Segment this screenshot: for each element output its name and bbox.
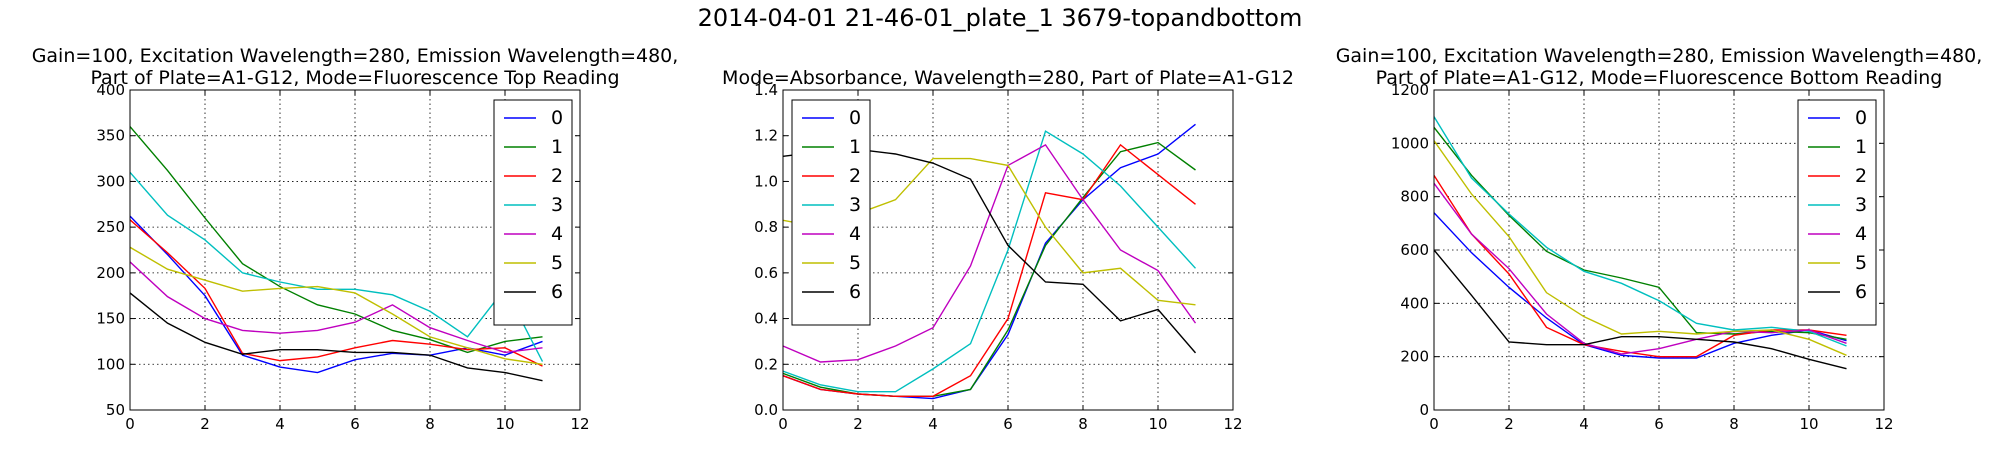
legend-label-2: 2 [551, 165, 563, 187]
series-line-1 [1434, 126, 1847, 341]
y-tick-label: 300 [96, 172, 125, 190]
series-line-6 [130, 292, 543, 382]
y-tick-label: 400 [1400, 294, 1429, 312]
axes-frame [1433, 89, 1885, 411]
x-tick-label: 6 [350, 415, 360, 433]
x-tick-label: 0 [125, 415, 135, 433]
x-tick-label: 4 [1579, 415, 1589, 433]
series-line-3 [783, 130, 1197, 393]
legend-label-4: 4 [1855, 223, 1867, 245]
y-tick-label: 600 [1400, 241, 1429, 259]
x-tick-label: 4 [928, 415, 938, 433]
legend-label-6: 6 [551, 281, 563, 303]
x-tick-label: 10 [1799, 415, 1818, 433]
x-tick-label: 12 [1223, 415, 1242, 433]
legend: 0 1 2 3 4 5 6 [1797, 99, 1877, 326]
legend-label-3: 3 [551, 194, 563, 216]
y-tick-label: 400 [96, 81, 125, 99]
legend-box [791, 99, 871, 326]
legend-label-4: 4 [551, 223, 563, 245]
legend-label-1: 1 [1855, 136, 1867, 158]
y-tick-label: 1.0 [754, 172, 778, 190]
series-line-2 [1434, 174, 1847, 358]
subplot-title: Gain=100, Excitation Wavelength=280, Emi… [1336, 45, 1983, 67]
y-tick-label: 1.2 [754, 127, 778, 145]
y-tick-label: 250 [96, 218, 125, 236]
legend-label-5: 5 [849, 252, 861, 274]
subplot-title: Gain=100, Excitation Wavelength=280, Emi… [32, 45, 679, 67]
y-tick-label: 1200 [1391, 81, 1429, 99]
legend-label-6: 6 [1855, 281, 1867, 303]
y-tick-label: 0 [1419, 401, 1429, 419]
axes-frame [129, 89, 581, 411]
y-tick-label: 200 [1400, 348, 1429, 366]
x-tick-label: 6 [1654, 415, 1664, 433]
legend-label-0: 0 [1855, 107, 1867, 129]
y-tick-label: 50 [106, 401, 125, 419]
series-line-1 [130, 126, 543, 354]
legend-label-4: 4 [849, 223, 861, 245]
series-line-2 [783, 143, 1196, 397]
legend-label-3: 3 [1855, 194, 1867, 216]
series-line-6 [1434, 249, 1847, 370]
x-tick-label: 10 [495, 415, 514, 433]
x-tick-label: 0 [1429, 415, 1439, 433]
legend-label-2: 2 [849, 165, 861, 187]
legend-label-5: 5 [551, 252, 563, 274]
x-tick-label: 8 [1729, 415, 1739, 433]
legend: 0 1 2 3 4 5 6 [493, 99, 573, 326]
legend-box [493, 99, 573, 326]
y-tick-label: 0.4 [754, 310, 778, 328]
subplot-title: Part of Plate=A1-G12, Mode=Fluorescence … [90, 67, 619, 89]
y-tick-label: 0.2 [754, 355, 778, 373]
subplot-title: Part of Plate=A1-G12, Mode=Fluorescence … [1376, 67, 1943, 89]
legend-label-2: 2 [1855, 165, 1867, 187]
legend-label-3: 3 [849, 194, 861, 216]
x-tick-label: 6 [1003, 415, 1013, 433]
chart-panel-3: Gain=100, Excitation Wavelength=280, Emi… [1336, 45, 1983, 433]
x-tick-label: 2 [853, 415, 863, 433]
y-tick-label: 1000 [1391, 134, 1429, 152]
axes-frame [782, 89, 1234, 411]
series-line-5 [1434, 140, 1847, 356]
y-tick-label: 0.8 [754, 218, 778, 236]
y-tick-label: 0.6 [754, 264, 778, 282]
series-line-4 [783, 143, 1197, 363]
y-tick-label: 350 [96, 127, 125, 145]
legend-box [1797, 99, 1877, 326]
x-tick-label: 12 [570, 415, 589, 433]
subplot-title: Mode=Absorbance, Wavelength=280, Part of… [722, 67, 1294, 89]
x-tick-label: 2 [200, 415, 210, 433]
y-tick-label: 1.4 [754, 81, 778, 99]
series-line-5 [130, 246, 543, 365]
x-tick-label: 8 [1078, 415, 1088, 433]
x-tick-label: 8 [425, 415, 435, 433]
chart-panel-2: Mode=Absorbance, Wavelength=280, Part of… [722, 67, 1294, 433]
legend-label-1: 1 [849, 136, 861, 158]
y-tick-label: 150 [96, 310, 125, 328]
x-tick-label: 2 [1504, 415, 1514, 433]
x-tick-label: 4 [275, 415, 285, 433]
legend-label-0: 0 [551, 107, 563, 129]
series-line-3 [1434, 116, 1847, 347]
y-tick-label: 100 [96, 355, 125, 373]
figure-title: 2014-04-01 21-46-01_plate_1 3679-topandb… [697, 4, 1303, 32]
y-tick-label: 800 [1400, 188, 1429, 206]
y-tick-label: 0.0 [754, 401, 778, 419]
legend-label-1: 1 [551, 136, 563, 158]
legend-label-6: 6 [849, 281, 861, 303]
y-tick-label: 200 [96, 264, 125, 282]
x-tick-label: 12 [1874, 415, 1893, 433]
chart-panel-1: Gain=100, Excitation Wavelength=280, Emi… [32, 45, 679, 433]
x-tick-label: 0 [778, 415, 788, 433]
series-line-4 [130, 261, 543, 354]
legend-label-0: 0 [849, 107, 861, 129]
legend: 0 1 2 3 4 5 6 [791, 99, 871, 326]
legend-label-5: 5 [1855, 252, 1867, 274]
series-line-0 [1434, 212, 1847, 359]
x-tick-label: 10 [1148, 415, 1167, 433]
